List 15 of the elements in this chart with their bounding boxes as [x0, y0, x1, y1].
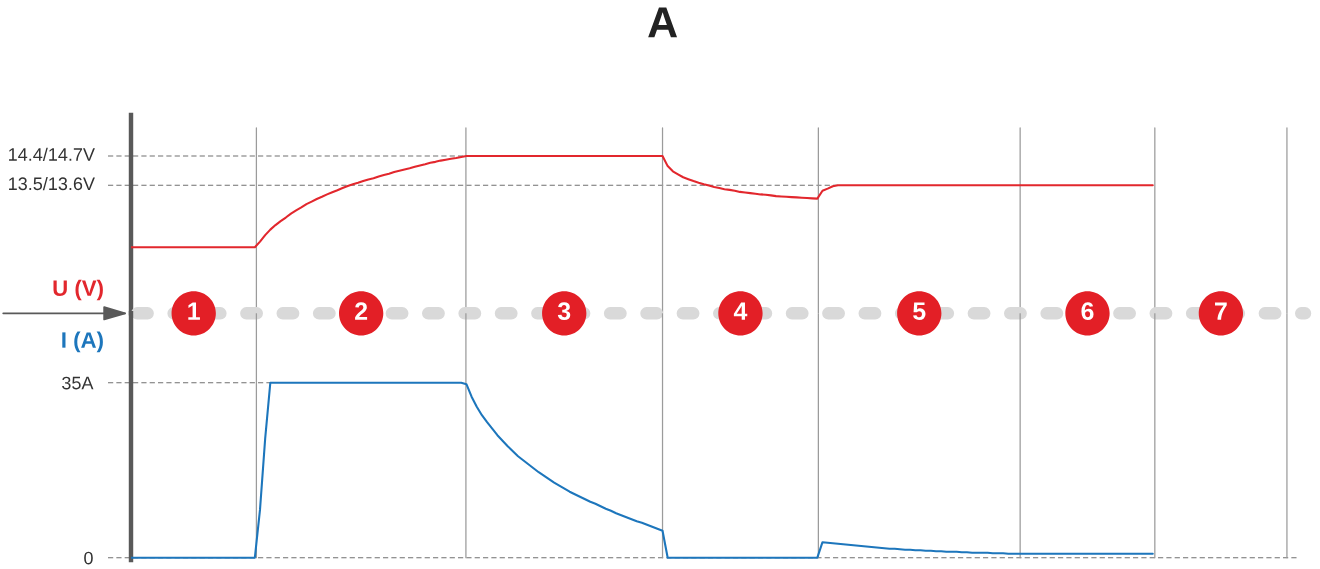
annotation: 6	[1081, 302, 1094, 321]
ref-line-label: 14.4/14.7V	[9, 147, 95, 161]
annotation: 7	[1215, 302, 1227, 320]
annotation: 1	[188, 302, 200, 320]
y-axis-title: U (V)	[53, 279, 103, 301]
y-axis-title: I (A)	[62, 331, 103, 353]
annotation: 3	[557, 302, 571, 321]
annotation: 2	[355, 302, 368, 320]
y-tick-label: 0	[84, 551, 93, 565]
y-tick-label: 35A	[62, 376, 94, 390]
annotation: 5	[913, 302, 926, 321]
annotation: 4	[733, 302, 748, 320]
line-series	[131, 381, 1154, 559]
chart-title: A	[648, 7, 678, 38]
ref-line-label: 13.5/13.6V	[9, 176, 95, 191]
